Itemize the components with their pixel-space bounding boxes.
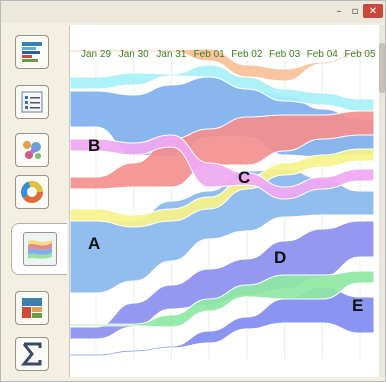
donut-icon [21, 181, 43, 203]
x-tick-label: Feb 05 [344, 49, 376, 60]
tool-sigma[interactable] [15, 337, 49, 371]
x-tick-label: Jan 30 [119, 49, 149, 60]
stream-label-c: C [238, 168, 250, 187]
sigma-icon [20, 342, 42, 366]
stream-band-9[interactable] [69, 48, 375, 82]
x-tick-label: Jan 31 [156, 49, 186, 60]
stream-band-a[interactable] [69, 168, 375, 294]
streamgraph-plot-area: A B C D E Jan 29 Jan 30 Jan 31 Feb 01 Feb 02 Feb … [69, 25, 380, 377]
tool-streamgraph[interactable] [11, 223, 67, 275]
stream-band-8[interactable] [69, 64, 375, 112]
list-icon [21, 91, 43, 113]
tool-list[interactable] [15, 85, 49, 119]
close-button[interactable]: ✕ [363, 4, 383, 18]
stream-label-d: D [274, 248, 286, 267]
streamgraph-icon [27, 240, 52, 259]
stream-band-e[interactable] [69, 286, 375, 357]
stream-band-5[interactable] [69, 148, 375, 228]
stream-label-e: E [352, 296, 363, 315]
maximize-button[interactable]: ▫ [351, 5, 359, 17]
scatter-icon [23, 141, 41, 159]
x-tick-label: Feb 01 [194, 49, 226, 60]
x-tick-label: Jan 29 [81, 49, 111, 60]
x-tick-label: Feb 02 [231, 49, 263, 60]
stream-label-a: A [88, 234, 100, 253]
x-tick-label: Feb 04 [307, 49, 339, 60]
minimize-button[interactable]: – [336, 5, 342, 17]
stacked-bars-icon [22, 42, 42, 62]
treemap-icon [22, 298, 42, 318]
vertical-scrollbar[interactable] [379, 25, 385, 377]
tool-donut[interactable] [15, 175, 49, 209]
streamgraph-tool-frame [22, 232, 57, 266]
stream-band-7[interactable] [69, 134, 375, 200]
chart-type-sidebar [7, 25, 69, 377]
x-tick-label: Feb 03 [269, 49, 301, 60]
title-bar: – ▫ ✕ [1, 1, 385, 23]
stream-label-b: B [88, 136, 100, 155]
streamgraph-chart: A B C D E Jan 29 Jan 30 Jan 31 Feb 01 Feb 02 Feb … [69, 48, 376, 359]
stream-band-6[interactable] [69, 270, 375, 328]
tool-scatter[interactable] [15, 133, 49, 167]
tool-stacked-bars[interactable] [15, 35, 49, 69]
tool-treemap[interactable] [15, 291, 49, 325]
scrollbar-thumb[interactable] [379, 43, 385, 93]
stream-band-d[interactable] [69, 220, 375, 340]
